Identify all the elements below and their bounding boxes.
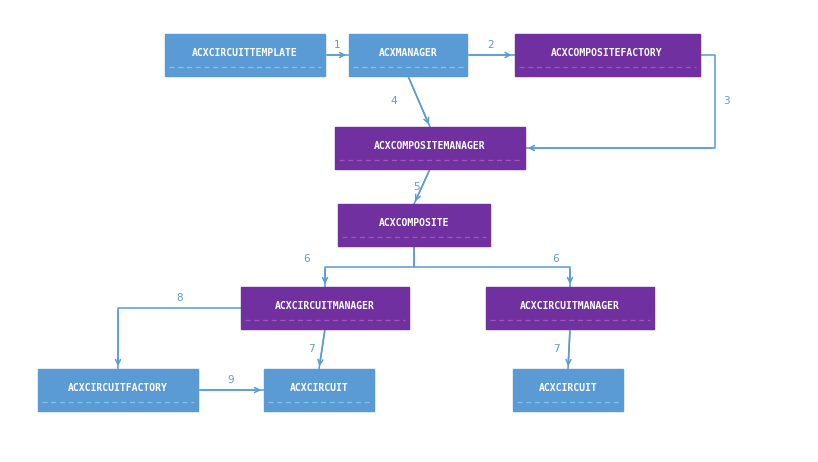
Text: ACXCOMPOSITEMANAGER: ACXCOMPOSITEMANAGER bbox=[374, 141, 486, 151]
Text: ACXMANAGER: ACXMANAGER bbox=[379, 48, 438, 58]
Bar bbox=[349, 34, 467, 76]
Text: ACXCIRCUITMANAGER: ACXCIRCUITMANAGER bbox=[520, 301, 620, 311]
Text: 7: 7 bbox=[308, 344, 314, 354]
Bar bbox=[335, 127, 525, 169]
Bar bbox=[38, 369, 198, 411]
Text: 2: 2 bbox=[488, 40, 494, 50]
Text: ACXCOMPOSITEFACTORY: ACXCOMPOSITEFACTORY bbox=[551, 48, 663, 58]
Bar bbox=[165, 34, 325, 76]
Text: ACXCIRCUIT: ACXCIRCUIT bbox=[538, 383, 597, 393]
Text: 4: 4 bbox=[391, 97, 398, 107]
Bar bbox=[241, 287, 409, 329]
Bar bbox=[513, 369, 623, 411]
Text: ACXCIRCUITTEMPLATE: ACXCIRCUITTEMPLATE bbox=[192, 48, 298, 58]
Text: 1: 1 bbox=[334, 40, 340, 50]
Text: 9: 9 bbox=[227, 375, 234, 385]
Text: ACXCIRCUIT: ACXCIRCUIT bbox=[290, 383, 348, 393]
Bar bbox=[515, 34, 699, 76]
Text: 5: 5 bbox=[413, 182, 420, 192]
Text: 3: 3 bbox=[723, 97, 730, 107]
Text: ACXCOMPOSITE: ACXCOMPOSITE bbox=[379, 218, 449, 228]
Text: 6: 6 bbox=[303, 254, 310, 263]
Text: ACXCIRCUITMANAGER: ACXCIRCUITMANAGER bbox=[275, 301, 375, 311]
Bar bbox=[264, 369, 374, 411]
Bar bbox=[338, 204, 490, 246]
Bar bbox=[486, 287, 654, 329]
Text: 7: 7 bbox=[553, 344, 560, 354]
Text: 8: 8 bbox=[176, 293, 182, 303]
Text: 6: 6 bbox=[553, 254, 560, 263]
Text: ACXCIRCUITFACTORY: ACXCIRCUITFACTORY bbox=[68, 383, 168, 393]
